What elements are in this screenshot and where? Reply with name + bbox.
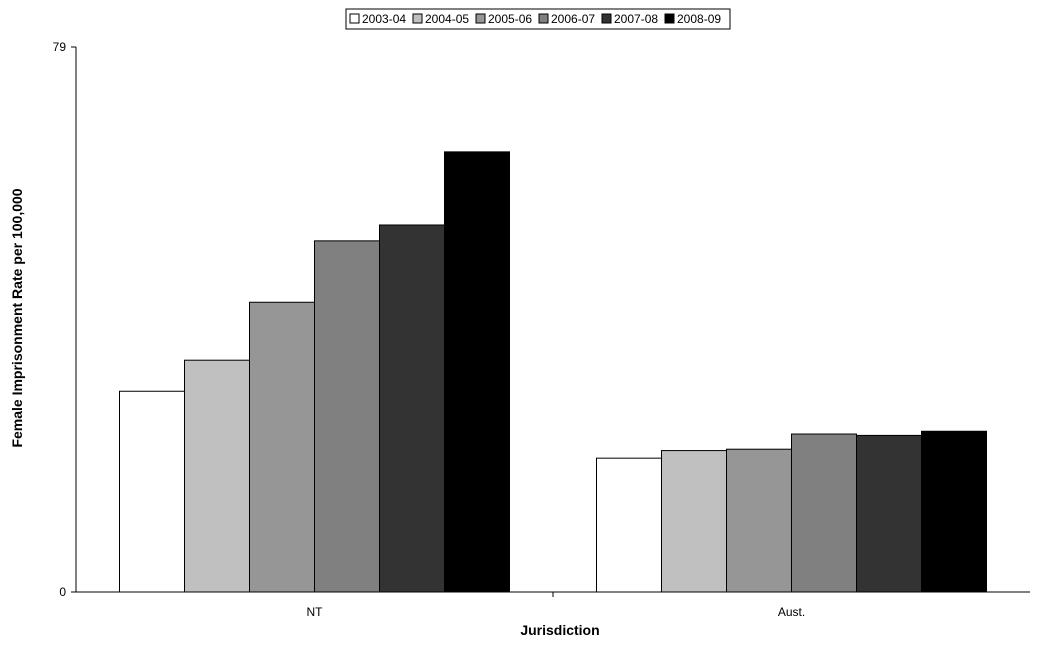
y-axis-title: Female Imprisonment Rate per 100,000 [9,188,25,447]
bar-nt-2005-06 [249,301,315,593]
bar-aust-2006-07 [791,433,857,593]
legend-swatch-2006-07 [538,13,549,24]
bar-aust-2004-05 [661,450,727,593]
legend: 2003-04 2004-05 2005-06 2006-07 2007-08 2008-… [345,8,731,30]
bar-nt-2008-09 [444,151,510,593]
legend-label-2007-08: 2007-08 [614,12,658,26]
bar-nt-2003-04 [119,390,185,593]
bar-nt-2007-08 [379,224,445,593]
legend-label-2003-04: 2003-04 [362,12,406,26]
bar-aust-2005-06 [726,448,792,593]
legend-label-2004-05: 2004-05 [425,12,469,26]
legend-label-2006-07: 2006-07 [551,12,595,26]
ticks: NT Aust. 0 79 [53,40,806,619]
x-tick-label-aust: Aust. [778,605,805,619]
legend-swatch-2008-09 [664,13,675,24]
legend-swatch-2004-05 [412,13,423,24]
bar-nt-2004-05 [184,359,250,593]
bar-aust-2007-08 [856,434,922,593]
bar-aust-2008-09 [921,430,987,593]
bar-nt-2006-07 [314,240,380,593]
y-tick-label-79: 79 [53,40,67,54]
legend-box [345,8,731,30]
bar-aust-2003-04 [596,457,662,593]
x-tick-label-nt: NT [307,605,324,619]
legend-label-2008-09: 2008-09 [677,12,721,26]
legend-label-2005-06: 2005-06 [488,12,532,26]
legend-swatch-2007-08 [601,13,612,24]
legend-swatch-2003-04 [349,13,360,24]
bars [119,151,987,593]
x-axis-title: Jurisdiction [520,622,599,638]
y-tick-label-0: 0 [59,585,66,599]
legend-swatch-2005-06 [475,13,486,24]
